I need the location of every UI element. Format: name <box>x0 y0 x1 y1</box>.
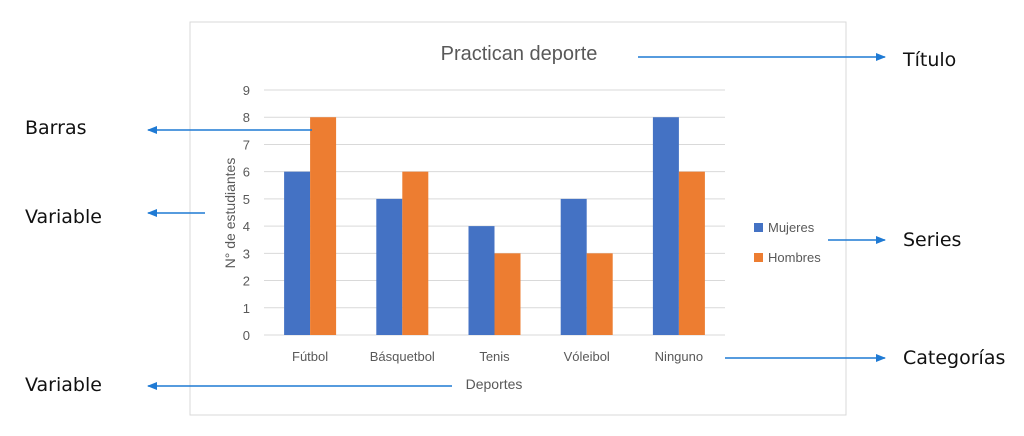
legend-swatch <box>754 223 763 232</box>
y-tick-label: 0 <box>243 328 250 343</box>
y-tick-label: 4 <box>243 219 250 234</box>
y-tick-label: 9 <box>243 83 250 98</box>
legend-label: Hombres <box>768 250 821 265</box>
annotation-variable-x: Variable <box>25 374 102 396</box>
chart-title: Practican deporte <box>441 43 598 65</box>
bar-mujeres <box>560 198 587 335</box>
y-tick-label: 8 <box>243 110 250 125</box>
annotation-series: Series <box>903 229 961 251</box>
x-tick-label: Fútbol <box>292 349 328 364</box>
y-tick-label: 7 <box>243 137 250 152</box>
bar-mujeres <box>468 226 495 335</box>
x-tick-label: Tenis <box>479 349 510 364</box>
annotation-barras: Barras <box>25 117 87 139</box>
bar-mujeres <box>284 171 311 335</box>
y-tick-label: 5 <box>243 192 250 207</box>
legend-label: Mujeres <box>768 220 815 235</box>
bar-hombres <box>310 117 337 335</box>
bar-hombres <box>678 171 705 335</box>
bar-mujeres <box>652 117 679 335</box>
x-tick-label: Vóleibol <box>564 349 610 364</box>
bar-mujeres <box>376 198 403 335</box>
bar-hombres <box>402 171 429 335</box>
bar-hombres <box>586 253 613 335</box>
y-tick-label: 2 <box>243 274 250 289</box>
y-axis-label: N° de estudiantes <box>222 158 238 269</box>
x-tick-label: Ninguno <box>655 349 703 364</box>
y-tick-label: 1 <box>243 301 250 316</box>
x-axis-label: Deportes <box>466 376 523 392</box>
y-tick-label: 3 <box>243 246 250 261</box>
annotation-titulo: Título <box>902 49 956 71</box>
x-tick-label: Básquetbol <box>370 349 435 364</box>
annotation-categorias: Categorías <box>903 347 1005 369</box>
y-tick-label: 6 <box>243 165 250 180</box>
bar-hombres <box>494 253 521 335</box>
annotation-variable-y: Variable <box>25 206 102 228</box>
legend-swatch <box>754 253 763 262</box>
